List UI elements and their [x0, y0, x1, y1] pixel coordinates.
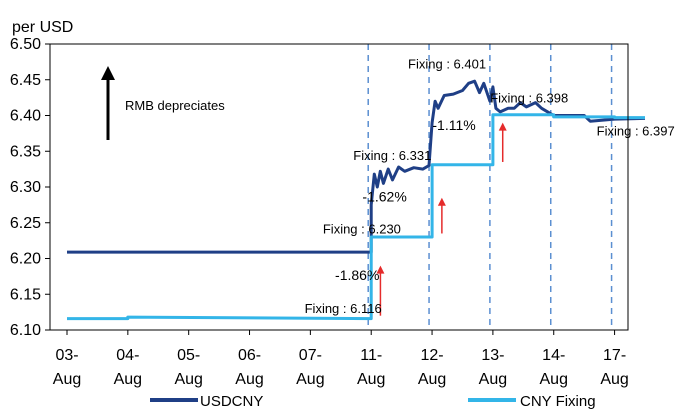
- x-tick-label: Aug: [418, 371, 446, 388]
- x-tick-label: 14-: [542, 347, 565, 364]
- y-tick-label: 6.15: [10, 286, 41, 303]
- rmb-arrow-head: [101, 66, 115, 80]
- series-line-cny-fixing: [67, 113, 645, 321]
- x-tick-label: Aug: [357, 371, 385, 388]
- x-tick-label: 04-: [116, 347, 139, 364]
- plot-frame: [49, 43, 629, 331]
- change-label: -1.11%: [432, 117, 475, 133]
- fixing-label: Fixing : 6.397: [597, 124, 675, 139]
- x-tick-label: Aug: [600, 371, 628, 388]
- x-tick-label: 11-: [360, 347, 382, 364]
- fixing-label: Fixing : 6.398: [490, 91, 568, 106]
- x-tick-label: 17-: [603, 347, 626, 364]
- x-tick-label: 05-: [177, 347, 200, 364]
- legend-label: USDCNY: [200, 393, 263, 410]
- y-tick-label: 6.30: [10, 179, 41, 196]
- y-tick-label: 6.40: [10, 108, 41, 125]
- red-arrow-head: [376, 265, 385, 274]
- series-line-usdcny: [67, 79, 646, 254]
- y-tick-label: 6.35: [10, 143, 41, 160]
- x-tick-label: Aug: [540, 371, 568, 388]
- change-label: -1.62%: [362, 188, 406, 204]
- y-tick-label: 6.25: [10, 215, 41, 232]
- y-tick-label: 6.10: [10, 322, 41, 339]
- x-tick-label: Aug: [114, 371, 142, 388]
- y-tick-label: 6.20: [10, 251, 41, 268]
- x-tick-label: Aug: [53, 371, 81, 388]
- annotation-label: RMB depreciates: [125, 98, 225, 113]
- x-tick-label: 12-: [420, 347, 443, 364]
- y-tick-label: 6.45: [10, 72, 41, 89]
- x-tick-label: 06-: [238, 347, 261, 364]
- x-tick-label: 03-: [55, 347, 78, 364]
- fixing-label: Fixing : 6.230: [323, 221, 401, 236]
- axis-layer: 6.50 6.45 6.40 6.35 6.30 6.25 6.20 6.15 6.10 03- A…: [10, 36, 629, 388]
- x-tick-label: 07-: [299, 347, 322, 364]
- x-tick-label: Aug: [235, 371, 263, 388]
- x-tick-label: Aug: [479, 371, 507, 388]
- y-tick-label: 6.50: [10, 36, 41, 53]
- fixing-label: Fixing : 6.401: [408, 56, 486, 71]
- x-tick-label: 13-: [481, 347, 504, 364]
- x-tick-label: Aug: [296, 371, 324, 388]
- unit-label: per USD: [12, 19, 73, 36]
- legend-label: CNY Fixing: [520, 393, 596, 410]
- label-layer: RMB depreciates Fixing : 6.116 Fixing : 6.…: [101, 56, 675, 410]
- change-label: -1.86%: [335, 267, 379, 283]
- fixing-label: Fixing : 6.116: [305, 301, 382, 316]
- red-arrow-head: [437, 197, 446, 206]
- fixing-label: Fixing : 6.331: [353, 148, 431, 163]
- red-arrow-head: [498, 122, 507, 131]
- x-tick-label: Aug: [174, 371, 202, 388]
- plot-layer: [67, 44, 646, 330]
